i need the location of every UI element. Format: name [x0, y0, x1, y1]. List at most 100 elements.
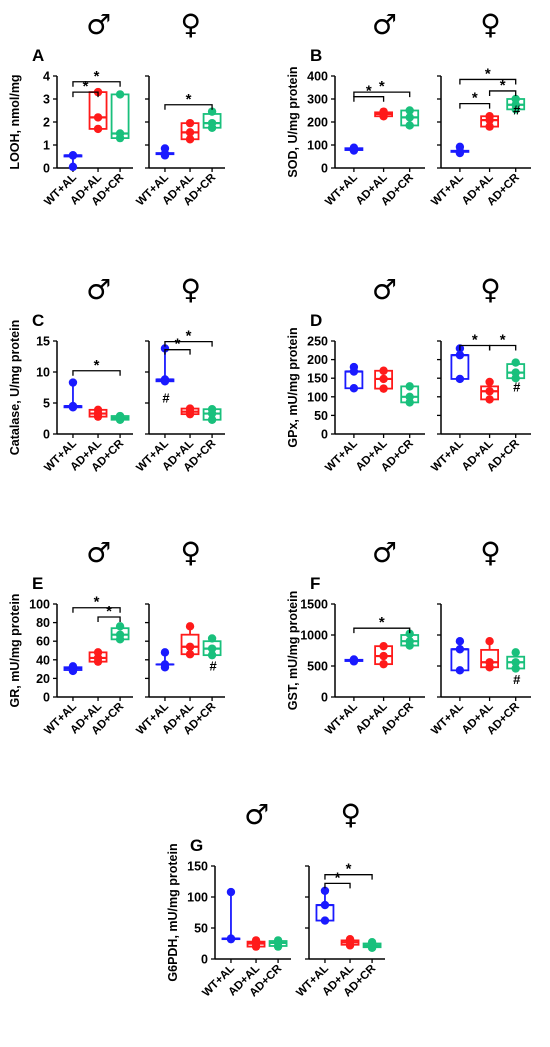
y-tick-label: 0: [321, 428, 328, 442]
y-tick-label: 0: [43, 162, 50, 176]
data-point: [252, 936, 260, 944]
male-symbol: ♂: [86, 536, 111, 569]
data-point: [94, 406, 102, 414]
data-point: [94, 125, 102, 133]
y-tick-label: 1500: [300, 598, 328, 612]
significance-star: *: [335, 869, 341, 886]
data-point: [379, 384, 387, 392]
box-wt-al: [451, 637, 468, 675]
y-axis-label: GST, mU/mg protein: [286, 591, 300, 710]
data-point: [186, 622, 194, 630]
y-tick-label: 300: [307, 93, 328, 107]
data-point: [406, 637, 414, 645]
box-wt-al: [222, 888, 239, 944]
box-ad-al: [90, 648, 107, 666]
y-tick-label: 1000: [300, 629, 328, 643]
box-ad-cr: [112, 90, 129, 142]
data-point: [485, 112, 493, 120]
y-tick-label: 5: [43, 397, 50, 411]
data-point: [406, 121, 414, 129]
significance-star: *: [175, 336, 181, 353]
data-point: [116, 622, 124, 630]
y-tick-label: 0: [43, 428, 50, 442]
box-wt-al: [316, 887, 333, 925]
data-point: [321, 916, 329, 924]
male-symbol: ♂: [372, 8, 397, 41]
y-tick-label: 15: [36, 335, 50, 349]
box-ad-cr: [270, 936, 287, 951]
data-point: [406, 393, 414, 401]
significance-star: *: [106, 603, 112, 620]
significance-star: *: [346, 861, 352, 878]
data-point: [456, 143, 464, 151]
data-point: [379, 107, 387, 115]
panel-letter: D: [310, 311, 322, 330]
data-point: [350, 144, 358, 152]
box-ad-cr: [401, 106, 418, 129]
y-tick-label: 0: [321, 162, 328, 176]
x-tick-label: WT+AL: [323, 172, 360, 209]
y-tick-label: 100: [29, 598, 50, 612]
data-point: [69, 378, 77, 386]
x-tick-label: WT+AL: [323, 701, 360, 738]
y-tick-label: 100: [187, 891, 208, 905]
data-point: [321, 901, 329, 909]
data-point: [69, 402, 77, 410]
panel-letter: F: [310, 574, 320, 593]
box-ad-cr: [507, 648, 524, 673]
male-symbol: ♂: [86, 273, 111, 306]
box-ad-al: [90, 406, 107, 421]
female-symbol: ♀: [181, 536, 202, 569]
data-point: [512, 648, 520, 656]
box-ad-cr: [364, 938, 381, 952]
box-ad-cr: [112, 412, 129, 424]
box-wt-al: [64, 662, 81, 675]
data-point: [485, 387, 493, 395]
y-tick-label: 20: [36, 672, 50, 686]
data-point: [227, 934, 235, 942]
box-ad-al: [481, 637, 498, 671]
box-wt-al: [345, 363, 362, 393]
y-tick-label: 100: [307, 139, 328, 153]
data-point: [186, 643, 194, 651]
data-point: [485, 395, 493, 403]
data-point: [346, 935, 354, 943]
box-ad-al: [182, 622, 199, 658]
data-point: [186, 650, 194, 658]
hash-mark: #: [209, 658, 217, 673]
significance-star: *: [94, 594, 100, 611]
data-point: [350, 384, 358, 392]
box-wt-al: [451, 143, 468, 158]
significance-star: *: [186, 328, 192, 345]
y-tick-label: 60: [36, 635, 50, 649]
data-point: [208, 644, 216, 652]
female-symbol: ♀: [181, 8, 202, 41]
y-tick-label: 2: [43, 116, 50, 130]
box-ad-al: [481, 112, 498, 131]
significance-star: *: [379, 614, 385, 631]
x-tick-label: WT+AL: [429, 172, 466, 209]
data-point: [186, 128, 194, 136]
hash-mark: #: [162, 390, 170, 405]
box-ad-cr: [204, 405, 221, 424]
box-wt-al: [64, 378, 81, 411]
female-symbol: ♀: [480, 8, 501, 41]
box-ad-al: [182, 404, 199, 418]
y-tick-label: 0: [321, 691, 328, 705]
y-tick-label: 50: [314, 409, 328, 423]
data-point: [485, 658, 493, 666]
y-tick-label: 250: [307, 335, 328, 349]
hash-mark: #: [513, 379, 521, 394]
panel-letter: G: [190, 836, 203, 855]
y-tick-label: 10: [36, 366, 50, 380]
y-tick-label: 200: [307, 116, 328, 130]
y-axis-label: SOD, U/mg protein: [286, 66, 300, 177]
